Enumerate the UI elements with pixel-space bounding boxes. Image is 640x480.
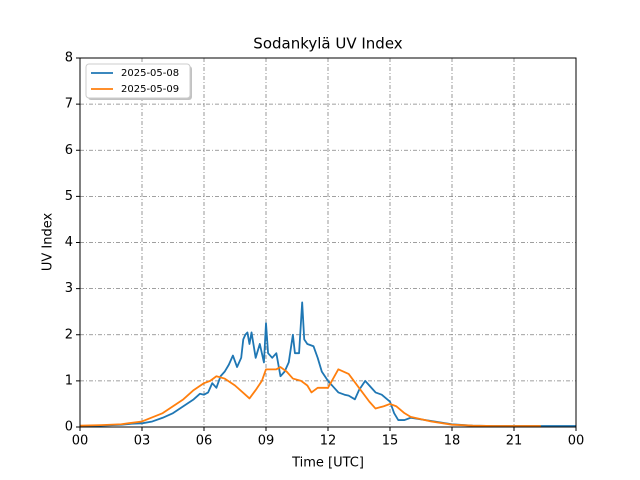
x-axis-label: Time [UTC]	[291, 456, 364, 471]
legend-label: 2025-05-09	[121, 84, 179, 95]
y-tick-label: 4	[65, 235, 73, 250]
x-tick-label: 09	[258, 434, 275, 449]
x-tick-label: 03	[134, 434, 151, 449]
x-tick-label: 18	[444, 434, 461, 449]
y-tick-label: 0	[65, 420, 73, 435]
y-tick-label: 5	[65, 189, 73, 204]
x-tick-label: 15	[382, 434, 399, 449]
x-tick-label: 12	[320, 434, 337, 449]
y-tick-label: 3	[65, 281, 73, 296]
y-tick-label: 1	[65, 373, 73, 388]
y-tick-label: 6	[65, 143, 73, 158]
plot-frame	[79, 57, 577, 428]
legend-label: 2025-05-08	[121, 68, 179, 79]
data-line	[79, 366, 541, 427]
y-tick-label: 7	[65, 97, 73, 112]
legend: 2025-05-08 2025-05-09	[85, 63, 192, 100]
x-tick-label: 21	[506, 434, 523, 449]
x-tick-label: 06	[196, 434, 213, 449]
y-tick-label: 2	[65, 327, 73, 342]
chart-title: Sodankylä UV Index	[253, 35, 403, 53]
x-tick-label: 00	[568, 434, 585, 449]
data-line	[79, 301, 576, 427]
x-tick-label: 00	[72, 434, 89, 449]
y-axis-label: UV Index	[41, 213, 56, 272]
y-tick-label: 8	[65, 51, 73, 66]
